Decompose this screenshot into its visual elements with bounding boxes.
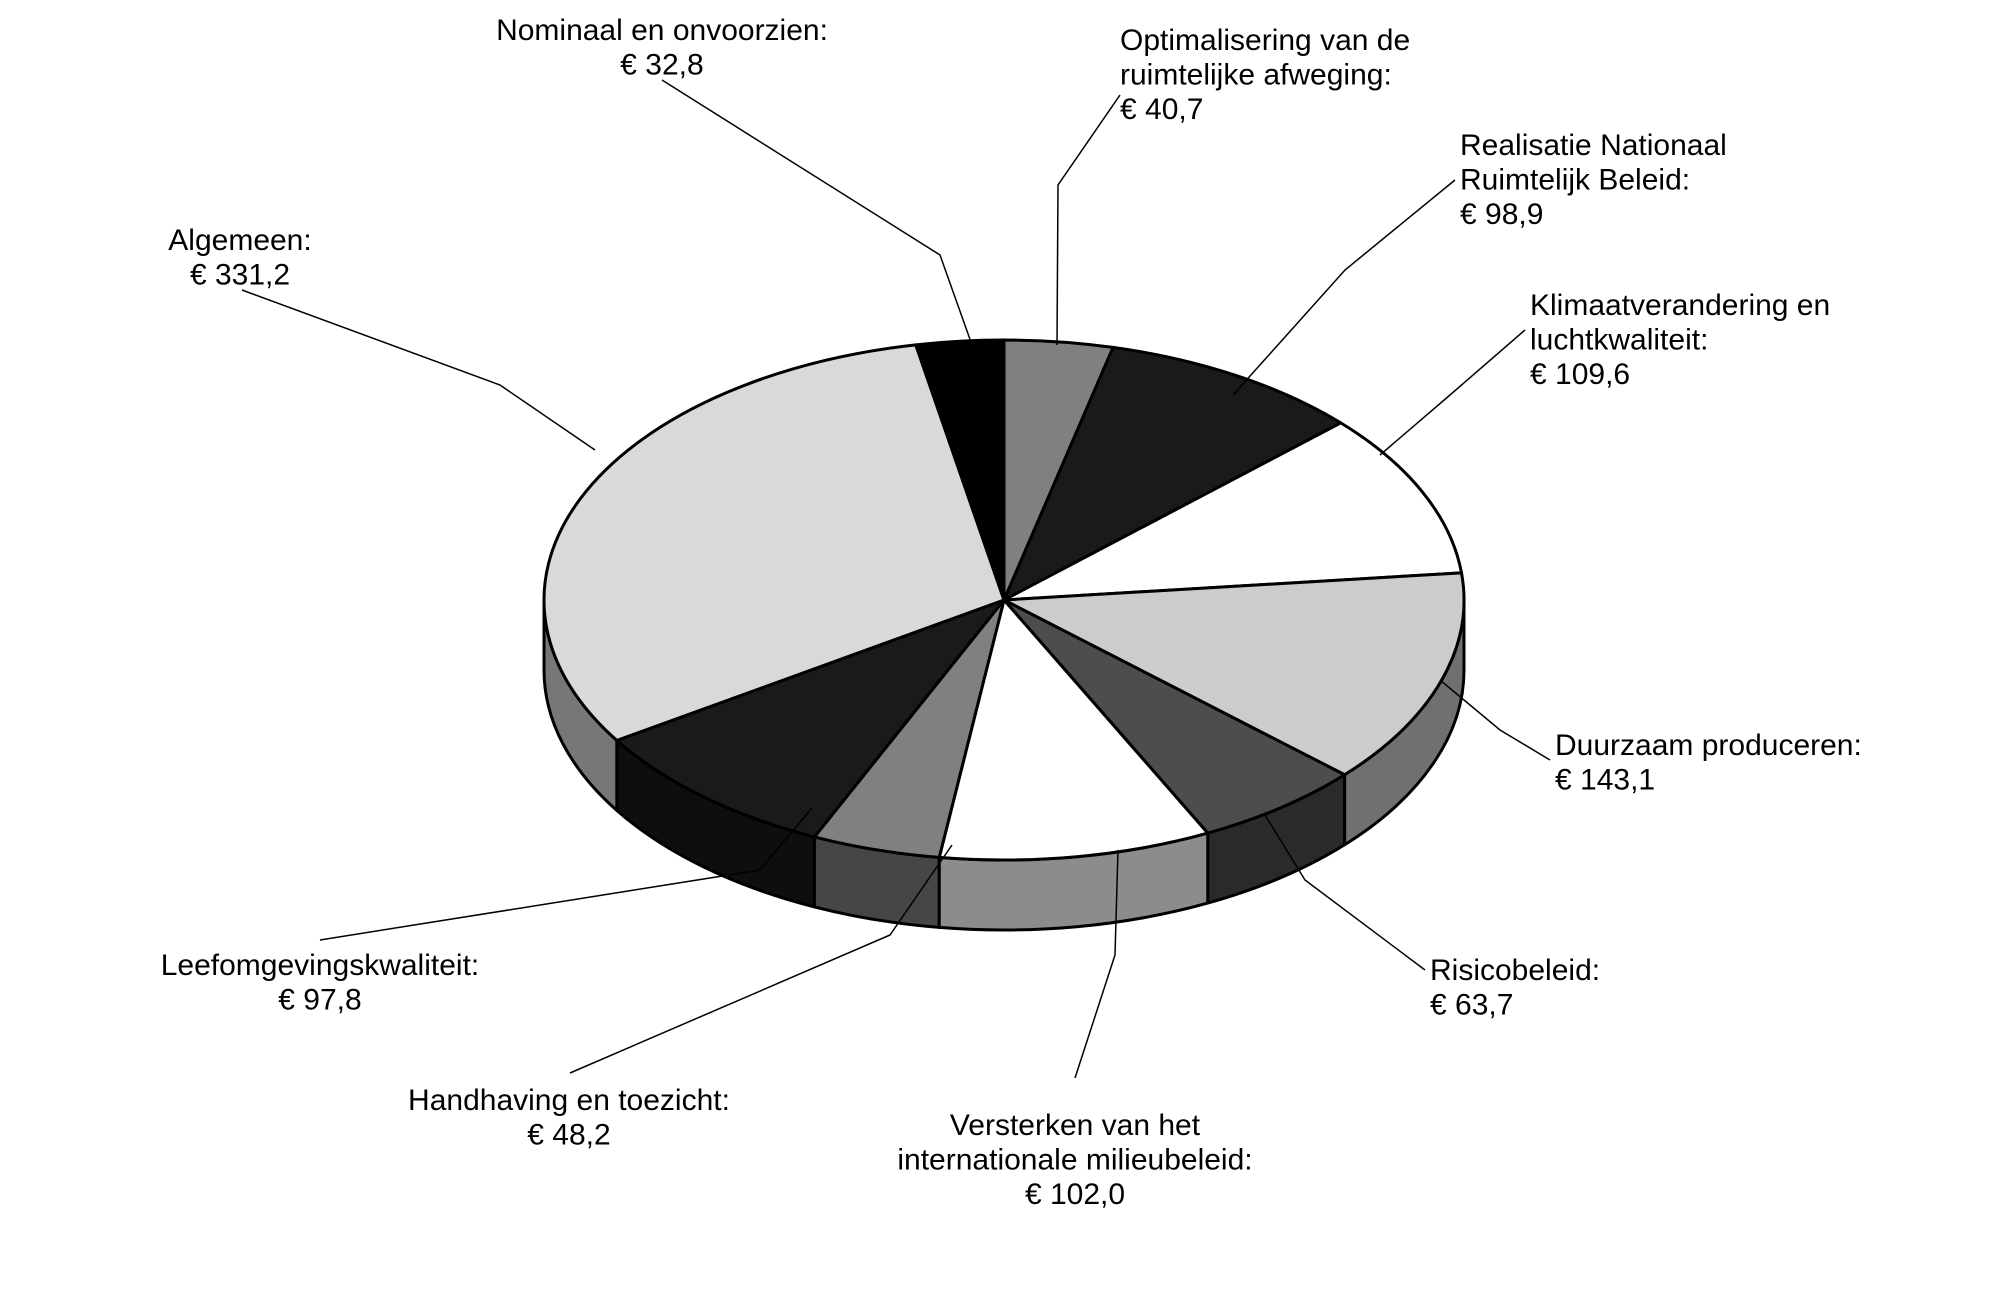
slice-label: Duurzaam produceren:€ 143,1 [1555, 729, 1862, 797]
slice-label-text: luchtkwaliteit: [1530, 324, 1708, 357]
slice-label-text: Leefomgevingskwaliteit: [161, 949, 480, 982]
slice-label-text: Duurzaam produceren: [1555, 729, 1862, 762]
slice-value-text: € 63,7 [1430, 989, 1513, 1022]
slice-label: Handhaving en toezicht:€ 48,2 [408, 1084, 730, 1152]
slice-value-text: € 40,7 [1120, 93, 1203, 126]
slice-label-text: Realisatie Nationaal [1460, 129, 1727, 162]
slice-label-text: Klimaatverandering en [1530, 289, 1830, 322]
slice-label-text: Risicobeleid: [1430, 954, 1600, 987]
slice-value-text: € 143,1 [1555, 764, 1655, 797]
slice-label: Nominaal en onvoorzien:€ 32,8 [496, 14, 828, 82]
slice-label-text: Nominaal en onvoorzien: [496, 14, 828, 47]
slice-label: Algemeen:€ 331,2 [168, 224, 311, 292]
slice-value-text: € 102,0 [1025, 1178, 1125, 1211]
slice-label-text: Handhaving en toezicht: [408, 1084, 730, 1117]
slice-label: Realisatie NationaalRuimtelijk Beleid:€ … [1460, 129, 1727, 231]
slice-value-text: € 97,8 [278, 984, 361, 1017]
leader-line [1380, 330, 1525, 455]
leader-line [662, 80, 972, 345]
slice-label-text: Versterken van het [950, 1109, 1201, 1142]
slice-label-text: ruimtelijke afweging: [1120, 59, 1392, 92]
pie-chart: Optimalisering van deruimtelijke afwegin… [0, 0, 2008, 1289]
slice-label: Versterken van hetinternationale milieub… [897, 1109, 1252, 1211]
slice-label-text: Optimalisering van de [1120, 24, 1410, 57]
slice-value-text: € 48,2 [527, 1119, 610, 1152]
slice-label-text: internationale milieubeleid: [897, 1144, 1252, 1177]
slice-value-text: € 109,6 [1530, 358, 1630, 391]
slice-value-text: € 32,8 [620, 49, 703, 82]
slice-label: Risicobeleid:€ 63,7 [1430, 954, 1600, 1022]
slice-label: Leefomgevingskwaliteit:€ 97,8 [161, 949, 480, 1017]
leader-line [1057, 95, 1120, 345]
leader-line [242, 290, 595, 450]
slice-label-text: Algemeen: [168, 224, 311, 257]
slice-label: Klimaatverandering enluchtkwaliteit:€ 10… [1530, 289, 1830, 391]
leader-line [1233, 180, 1455, 395]
slice-label: Optimalisering van deruimtelijke afwegin… [1120, 24, 1410, 126]
pie-top [544, 340, 1464, 860]
slice-label-text: Ruimtelijk Beleid: [1460, 164, 1690, 197]
slice-value-text: € 98,9 [1460, 198, 1543, 231]
slice-value-text: € 331,2 [190, 259, 290, 292]
